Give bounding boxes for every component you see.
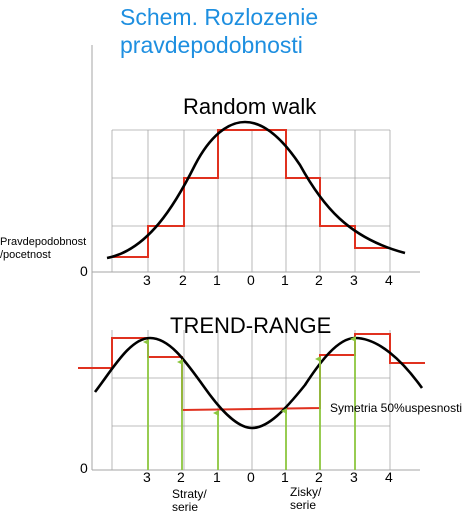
top-tick: 1 — [281, 272, 289, 288]
green-arrows — [143, 336, 356, 470]
bottom-tick: 3 — [143, 469, 151, 485]
top-step-line — [110, 129, 390, 258]
bottom-tick: 3 — [350, 469, 358, 485]
top-tick: 4 — [385, 272, 393, 288]
gains-label-line-2: serie — [290, 498, 317, 512]
top-tick: 2 — [315, 272, 323, 288]
title-line-2: pravdepodobnosti — [120, 32, 303, 58]
top-panel-heading: Random walk — [183, 94, 317, 119]
bottom-panel-heading: TREND-RANGE — [170, 313, 332, 338]
bottom-tick: 1 — [281, 469, 289, 485]
top-tick: 0 — [247, 272, 255, 288]
bottom-grid — [111, 330, 391, 470]
y-axis-label-line-1: Pravdepodobnost — [0, 236, 87, 248]
losses-label-line-2: serie — [172, 500, 199, 514]
bottom-zero-label: 0 — [80, 460, 88, 476]
losses-label-line-1: Straty/ — [172, 487, 207, 501]
y-axis-label-line-2: /pocetnost — [0, 249, 51, 261]
top-tick: 3 — [350, 272, 358, 288]
top-zero-label: 0 — [80, 263, 88, 279]
top-tick: 3 — [143, 272, 151, 288]
title-line-1: Schem. Rozlozenie — [120, 4, 319, 30]
bottom-tick: 1 — [213, 469, 221, 485]
top-bell-curve — [106, 120, 406, 260]
gains-label-line-1: Zisky/ — [290, 485, 322, 499]
bottom-tick: 0 — [247, 469, 255, 485]
top-tick: 1 — [213, 272, 221, 288]
bottom-tick: 4 — [385, 469, 393, 485]
symmetry-note: Symetria 50%uspesnosti — [330, 401, 463, 415]
bottom-tick: 2 — [177, 469, 185, 485]
top-tick: 2 — [179, 272, 187, 288]
top-grid — [111, 129, 391, 272]
bottom-step-line — [78, 333, 425, 412]
bottom-tick: 2 — [315, 469, 323, 485]
